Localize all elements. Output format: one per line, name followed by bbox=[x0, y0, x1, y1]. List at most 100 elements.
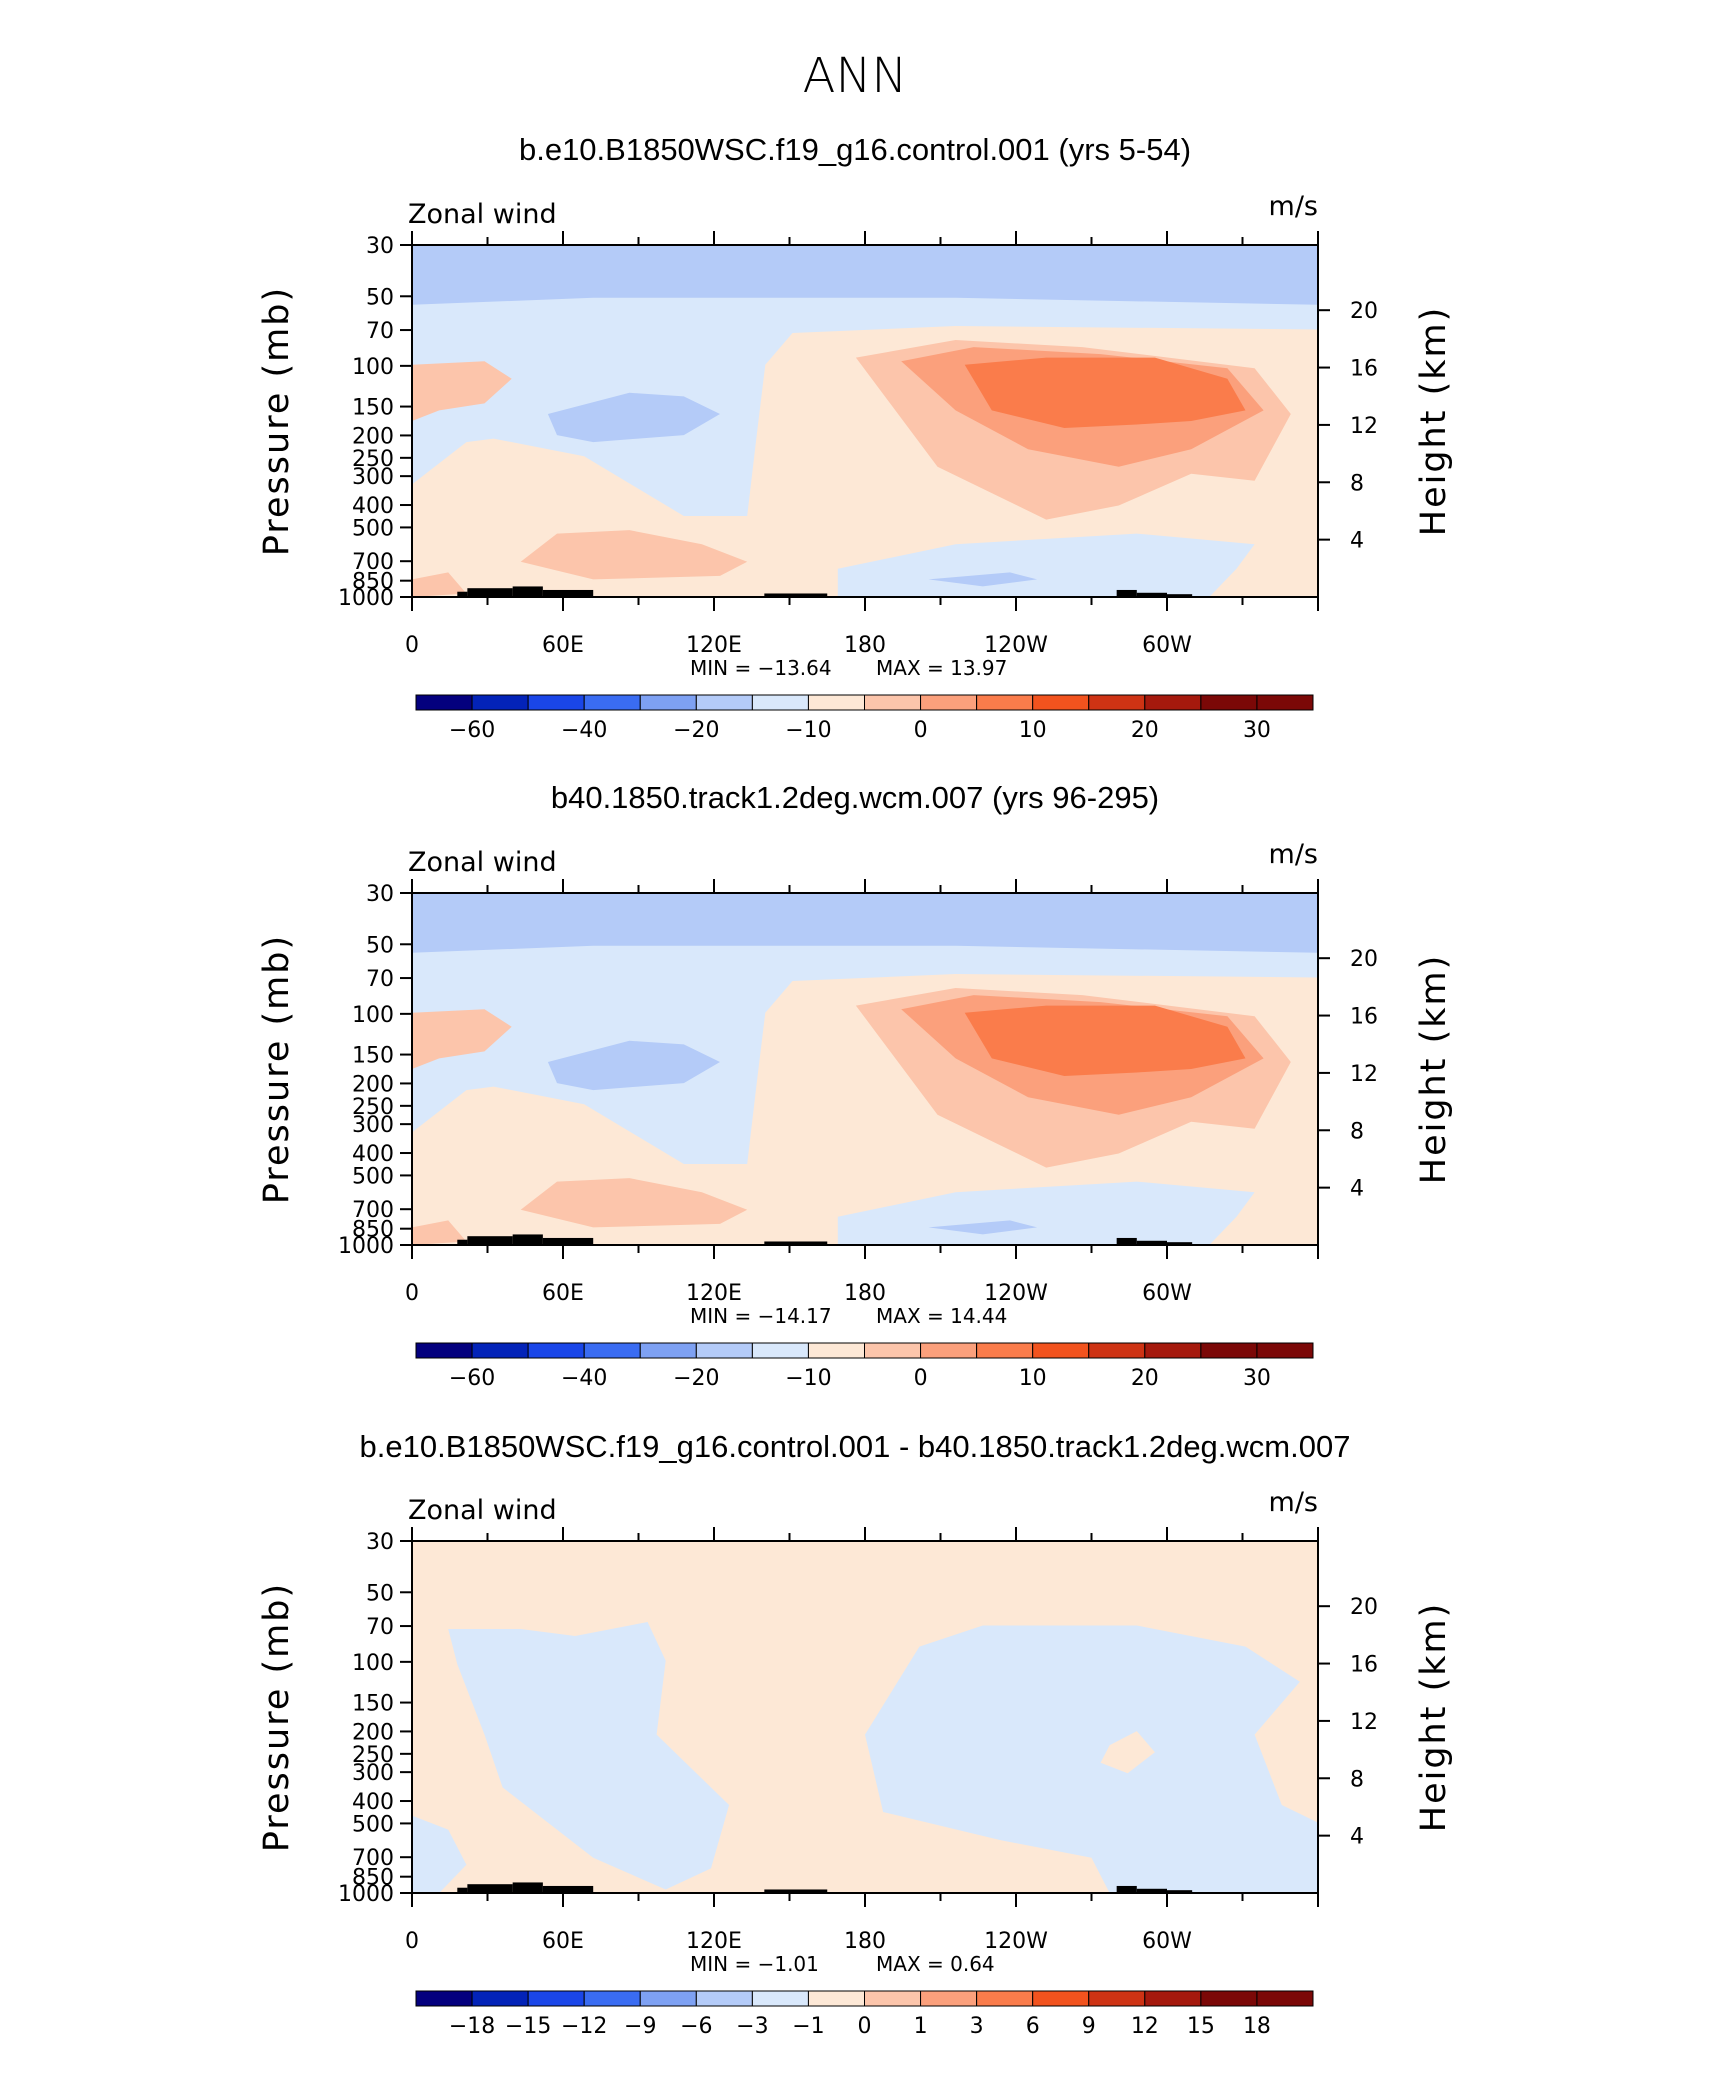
y-tick-label: 150 bbox=[352, 1692, 394, 1717]
topography-block-4 bbox=[542, 1237, 594, 1245]
contour-region-4 bbox=[964, 357, 1246, 428]
min-label: MIN = −14.17 bbox=[690, 1304, 832, 1328]
contour-region-6 bbox=[412, 361, 512, 421]
colorbar-swatch-3 bbox=[583, 694, 641, 711]
colorbar-label: −12 bbox=[561, 2014, 607, 2039]
colorbar-swatch-11 bbox=[1032, 694, 1090, 711]
x-tick-label: 60W bbox=[1142, 633, 1192, 658]
colorbar-swatch-5 bbox=[695, 1342, 753, 1359]
y-right-axis-title: Height (km) bbox=[1414, 306, 1454, 537]
y-tick-label: 850 bbox=[352, 570, 394, 595]
topography-block-9 bbox=[1167, 1242, 1193, 1245]
topography-block-0 bbox=[457, 591, 468, 597]
contour-region-7 bbox=[837, 533, 1255, 597]
x-tick-label: 120W bbox=[984, 1929, 1048, 1954]
colorbar-label: −15 bbox=[505, 2014, 551, 2039]
y-tick-label: 700 bbox=[352, 1198, 394, 1223]
contour-region-6 bbox=[412, 1009, 512, 1069]
colorbar-swatch-15 bbox=[1256, 1990, 1314, 2007]
y-tick-label: 250 bbox=[352, 447, 394, 472]
colorbar-swatch-4 bbox=[639, 694, 697, 711]
contour-region-0 bbox=[448, 1622, 730, 1890]
contour-region-1 bbox=[412, 893, 1318, 953]
colorbar-swatch-8 bbox=[864, 1342, 922, 1359]
colorbar-swatch-10 bbox=[976, 1342, 1034, 1359]
topography-block-2 bbox=[487, 1884, 513, 1893]
x-tick-label: 60W bbox=[1142, 1929, 1192, 1954]
y-tick-label: 1000 bbox=[338, 586, 394, 611]
contour-region-10 bbox=[412, 1220, 467, 1245]
topography-block-5 bbox=[789, 1241, 828, 1245]
y-tick-label: 700 bbox=[352, 1846, 394, 1871]
y-right-tick-label: 12 bbox=[1350, 414, 1378, 439]
colorbar-label: 20 bbox=[1131, 1366, 1159, 1391]
colorbar-label: 30 bbox=[1243, 718, 1271, 743]
topography-block-3 bbox=[512, 586, 543, 597]
y-tick-label: 850 bbox=[352, 1866, 394, 1891]
colorbar-swatch-1 bbox=[471, 1990, 529, 2007]
colorbar-swatch-14 bbox=[1200, 1342, 1258, 1359]
colorbar-label: −10 bbox=[785, 1366, 831, 1391]
topography-block-6 bbox=[764, 593, 790, 597]
colorbar-swatch-0 bbox=[415, 694, 473, 711]
x-tick-label: 60E bbox=[542, 1929, 584, 1954]
colorbar-swatch-0 bbox=[415, 1990, 473, 2007]
contour-region-5 bbox=[547, 1040, 720, 1091]
y-tick-label: 70 bbox=[366, 319, 394, 344]
left-label: Zonal wind bbox=[408, 199, 557, 230]
topography-block-6 bbox=[764, 1241, 790, 1245]
y-tick-label: 100 bbox=[352, 355, 394, 380]
contour-region-5 bbox=[547, 392, 720, 443]
colorbar-swatch-6 bbox=[751, 1990, 809, 2007]
x-tick-label: 120W bbox=[984, 1281, 1048, 1306]
colorbar-label: −40 bbox=[561, 1366, 607, 1391]
colorbar-swatch-12 bbox=[1088, 1342, 1146, 1359]
y-right-tick-label: 12 bbox=[1350, 1710, 1378, 1735]
y-right-tick-label: 16 bbox=[1350, 1005, 1378, 1030]
colorbar-label: −1 bbox=[792, 2014, 824, 2039]
y-tick-label: 1000 bbox=[338, 1882, 394, 1907]
y-right-tick-label: 20 bbox=[1350, 947, 1378, 972]
panel-title: b40.1850.track1.2deg.wcm.007 (yrs 96-295… bbox=[551, 780, 1159, 815]
topography-block-1 bbox=[467, 1236, 488, 1245]
colorbar: −60 −40 −20 −10 0 10 20 30 bbox=[415, 694, 1314, 743]
colorbar-swatch-1 bbox=[471, 694, 529, 711]
colorbar-label: 20 bbox=[1131, 718, 1159, 743]
colorbar-label: 15 bbox=[1187, 2014, 1215, 2039]
topography-block-0 bbox=[457, 1239, 468, 1245]
colorbar-swatch-7 bbox=[807, 1342, 865, 1359]
y-right-tick-label: 8 bbox=[1350, 1119, 1364, 1144]
y-tick-label: 70 bbox=[366, 967, 394, 992]
y-tick-label: 300 bbox=[352, 1761, 394, 1786]
y-tick-label: 100 bbox=[352, 1003, 394, 1028]
y-tick-label: 50 bbox=[366, 1581, 394, 1606]
topography-block-7 bbox=[1116, 1237, 1137, 1245]
colorbar-swatch-6 bbox=[751, 694, 809, 711]
panel-title: b.e10.B1850WSC.f19_g16.control.001 (yrs … bbox=[519, 132, 1191, 167]
x-tick-label: 60E bbox=[542, 633, 584, 658]
colorbar-swatch-14 bbox=[1200, 1990, 1258, 2007]
y-tick-label: 200 bbox=[352, 1072, 394, 1097]
y-axis-title: Pressure (mb) bbox=[257, 934, 297, 1204]
colorbar: −60 −40 −20 −10 0 10 20 30 bbox=[415, 1342, 1314, 1391]
contour-region-1 bbox=[865, 1625, 1318, 1893]
topography-block-3 bbox=[512, 1234, 543, 1245]
colorbar-swatch-6 bbox=[751, 1342, 809, 1359]
y-tick-label: 30 bbox=[366, 1530, 394, 1555]
topography-block-2 bbox=[487, 588, 513, 597]
topography-block-2 bbox=[487, 1236, 513, 1245]
y-right-tick-label: 8 bbox=[1350, 471, 1364, 496]
x-tick-label: 60W bbox=[1142, 1281, 1192, 1306]
y-tick-label: 500 bbox=[352, 516, 394, 541]
colorbar-swatch-0 bbox=[415, 1342, 473, 1359]
x-tick-label: 180 bbox=[844, 1281, 886, 1306]
colorbar-swatch-9 bbox=[920, 1342, 978, 1359]
colorbar-swatch-4 bbox=[639, 1342, 697, 1359]
x-tick-label: 0 bbox=[405, 1281, 419, 1306]
panel-mean-control: b.e10.B1850WSC.f19_g16.control.001 (yrs … bbox=[257, 132, 1454, 743]
topography-block-3 bbox=[512, 1882, 543, 1893]
colorbar-swatch-10 bbox=[976, 1990, 1034, 2007]
x-tick-label: 180 bbox=[844, 1929, 886, 1954]
colorbar-label: −3 bbox=[736, 2014, 768, 2039]
colorbar-label: 18 bbox=[1243, 2014, 1271, 2039]
